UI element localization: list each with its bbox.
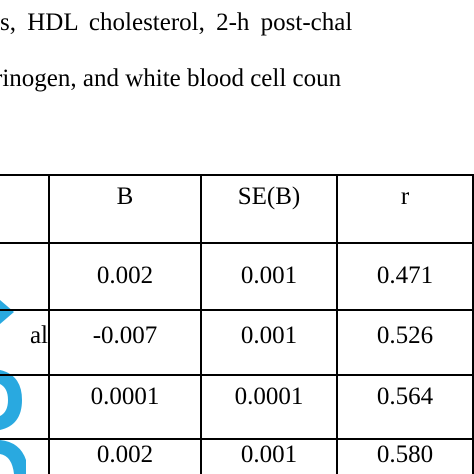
cell-r: 0.471 [376, 262, 434, 289]
header-b: B [116, 183, 134, 210]
column-rule [48, 174, 50, 474]
header-bottom-rule [0, 242, 474, 244]
cell-b: -0.007 [92, 322, 158, 349]
header-r: r [400, 183, 410, 210]
cell-b: 0.002 [96, 441, 154, 468]
cell-b: 0.0001 [90, 383, 160, 410]
cell-r: 0.564 [376, 383, 434, 410]
table-top-rule [0, 174, 474, 176]
intro-line-1: s, HDL cholesterol, 2-h post-chal [0, 9, 353, 36]
data-table: B SE(B) r 0.002 0.001 0.471 al -0.007 0.… [0, 174, 474, 474]
column-rule [336, 174, 338, 474]
intro-line-2: rinogen, and white blood cell coun [0, 65, 342, 92]
cell-r: 0.580 [376, 441, 434, 468]
cell-b: 0.002 [96, 262, 154, 289]
row-label: al [29, 322, 48, 349]
row-rule [0, 309, 474, 311]
column-rule [200, 174, 202, 474]
cell-se: 0.001 [240, 322, 298, 349]
cell-se: 0.0001 [234, 383, 304, 410]
cell-se: 0.001 [240, 441, 298, 468]
header-se-b: SE(B) [237, 183, 301, 210]
cell-se: 0.001 [240, 262, 298, 289]
row-rule [0, 438, 474, 440]
cell-r: 0.526 [376, 322, 434, 349]
column-rule [472, 174, 474, 474]
row-rule [0, 374, 474, 376]
